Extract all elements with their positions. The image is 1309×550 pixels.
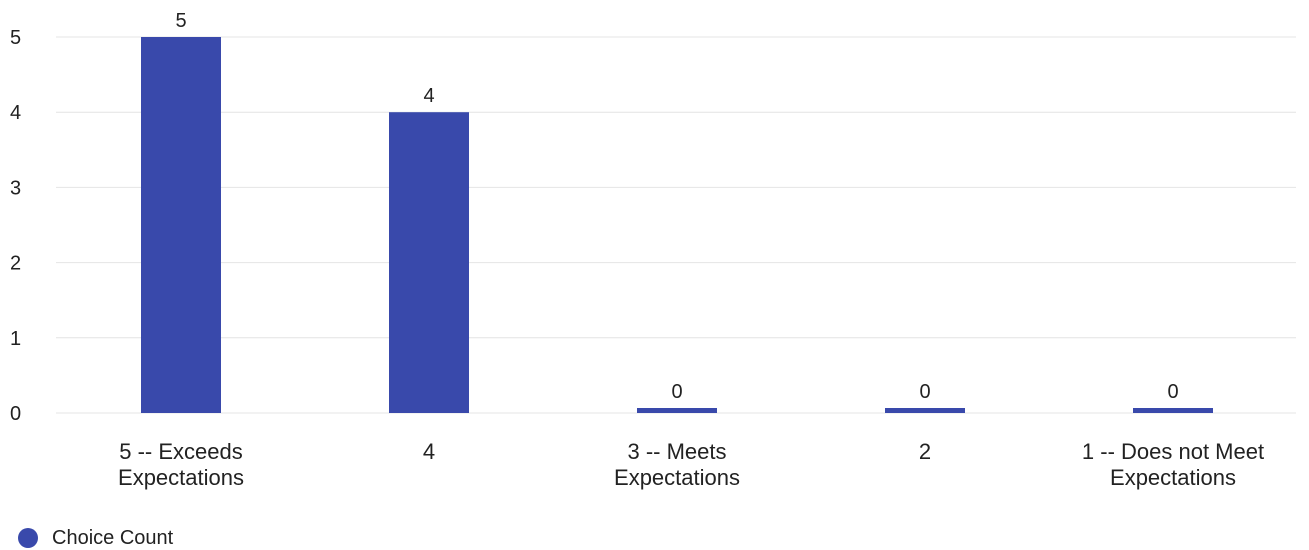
- x-tick-label-line: 2: [919, 439, 931, 464]
- x-tick-label-line: Expectations: [118, 465, 244, 490]
- bar-3: [885, 408, 965, 413]
- data-label-4: 0: [1167, 381, 1178, 403]
- legend-swatch: [18, 528, 38, 548]
- data-label-3: 0: [919, 381, 930, 403]
- data-label-1: 4: [423, 85, 434, 107]
- x-tick-label-3: 2: [919, 439, 931, 464]
- data-label-2: 0: [671, 381, 682, 403]
- x-tick-label-line: 4: [423, 439, 435, 464]
- x-tick-label-1: 4: [423, 439, 435, 464]
- y-tick-label: 4: [10, 102, 21, 124]
- legend-label-choice-count: Choice Count: [52, 526, 174, 549]
- x-tick-label-line: Expectations: [614, 465, 740, 490]
- y-axis-ticks: 0 1 2 3 4 5: [10, 27, 21, 425]
- y-tick-label: 2: [10, 253, 21, 275]
- gridlines: [56, 36, 1296, 414]
- y-tick-label: 0: [10, 403, 21, 425]
- bar-2: [637, 408, 717, 413]
- y-tick-label: 5: [10, 27, 21, 49]
- x-tick-label-line: 1 -- Does not Meet: [1082, 439, 1264, 464]
- y-tick-label: 3: [10, 177, 21, 199]
- bar-0: [141, 37, 221, 413]
- x-tick-label-line: 3 -- Meets: [627, 439, 726, 464]
- data-labels: 5 4 0 0 0: [175, 10, 1178, 403]
- x-tick-label-line: Expectations: [1110, 465, 1236, 490]
- x-tick-label-2: 3 -- Meets Expectations: [614, 439, 740, 490]
- bar-1: [389, 112, 469, 413]
- x-tick-label-0: 5 -- Exceeds Expectations: [118, 439, 244, 490]
- y-tick-label: 1: [10, 328, 21, 350]
- data-label-0: 5: [175, 10, 186, 32]
- bars: [141, 37, 1213, 413]
- x-tick-label-line: 5 -- Exceeds: [119, 439, 243, 464]
- legend[interactable]: Choice Count: [18, 527, 173, 549]
- bar-4: [1133, 408, 1213, 413]
- x-tick-label-4: 1 -- Does not Meet Expectations: [1082, 439, 1264, 490]
